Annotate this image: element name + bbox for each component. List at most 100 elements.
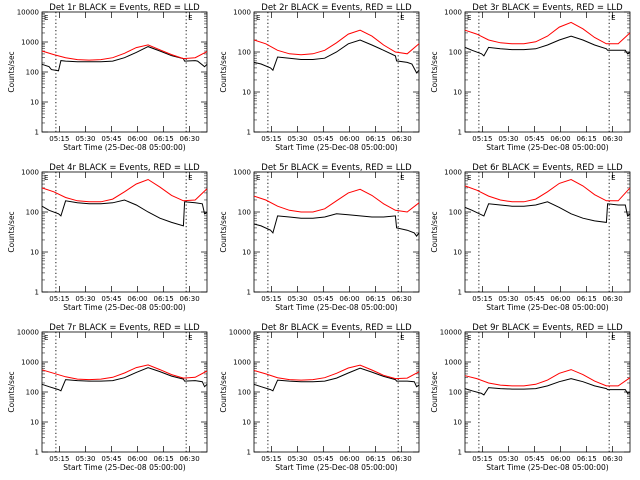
panel-title: Det 9r BLACK = Events, RED = LLD	[472, 323, 623, 333]
series-events	[253, 39, 420, 74]
corner-mark-left: E	[44, 14, 48, 22]
series-lld	[41, 178, 208, 203]
panel-det-5r: Det 5r BLACK = Events, RED = LLD 1 10 100 10…	[219, 163, 420, 312]
x-tick-label: 05:30	[287, 295, 307, 303]
panel-title: Det 5r BLACK = Events, RED = LLD	[261, 163, 412, 173]
corner-mark: E	[188, 174, 192, 182]
y-tick-label: 1	[458, 449, 462, 457]
plot-frame	[41, 331, 208, 453]
x-tick-label: 05:15	[261, 295, 281, 303]
corner-mark-left: E	[467, 334, 471, 342]
x-tick-label: 05:15	[261, 135, 281, 143]
corner-mark-left: E	[256, 334, 260, 342]
x-tick-label: 05:15	[261, 455, 281, 463]
y-tick-label: 10	[30, 99, 39, 107]
x-tick-label: 05:30	[498, 455, 518, 463]
panel-det-9r: Det 9r BLACK = Events, RED = LLD 1 10 100 10…	[430, 323, 631, 472]
x-tick-label: 06:15	[576, 455, 596, 463]
series-lld	[253, 364, 420, 381]
y-tick-label: 1	[247, 289, 251, 297]
y-tick-label: 1000	[444, 169, 462, 177]
series-lld	[41, 44, 208, 61]
y-tick-label: 1000	[233, 9, 251, 17]
series-events	[41, 367, 208, 392]
x-tick-label: 05:30	[498, 295, 518, 303]
x-tick-label: 06:30	[180, 135, 200, 143]
y-tick-label: 1	[35, 129, 39, 137]
y-tick-label: 10	[242, 419, 251, 427]
panel-det-7r: Det 7r BLACK = Events, RED = LLD 1 10 100 10…	[7, 323, 208, 472]
y-axis-label: Counts/sec	[430, 371, 439, 412]
y-axis-label: Counts/sec	[430, 51, 439, 92]
panel-det-8r: Det 8r BLACK = Events, RED = LLD 1 10 100 10…	[219, 323, 420, 472]
panel-title: Det 8r BLACK = Events, RED = LLD	[261, 323, 412, 333]
plot-frame	[253, 171, 420, 293]
x-tick-label: 05:30	[75, 455, 95, 463]
corner-mark: E	[611, 334, 615, 342]
x-axis-label: Start Time (25-Dec-08 05:00:00)	[486, 143, 608, 152]
y-tick-label: 100	[238, 209, 251, 217]
panel-det-6r: Det 6r BLACK = Events, RED = LLD 1 10 100 10…	[430, 163, 631, 312]
panel-det-1r: Det 1r BLACK = Events, RED = LLD 1 10 100 10…	[7, 3, 208, 152]
x-tick-label: 06:30	[392, 135, 412, 143]
x-tick-label: 06:30	[603, 455, 623, 463]
y-tick-label: 100	[449, 389, 462, 397]
x-tick-label: 05:45	[313, 295, 333, 303]
y-tick-label: 1	[35, 289, 39, 297]
y-axis-label: Counts/sec	[7, 211, 16, 252]
y-tick-label: 100	[238, 389, 251, 397]
y-tick-label: 100	[238, 49, 251, 57]
series-lld	[253, 29, 420, 56]
series-lld	[464, 369, 631, 387]
plot-frame	[41, 11, 208, 133]
x-tick-label: 06:00	[127, 135, 147, 143]
series-events	[464, 35, 631, 57]
x-tick-label: 05:30	[75, 295, 95, 303]
y-tick-label: 1	[458, 129, 462, 137]
x-axis-label: Start Time (25-Dec-08 05:00:00)	[275, 463, 397, 472]
x-tick-label: 05:45	[524, 455, 544, 463]
x-tick-label: 06:30	[603, 295, 623, 303]
plot-frame	[41, 171, 208, 293]
x-tick-label: 06:30	[392, 455, 412, 463]
panel-title: Det 7r BLACK = Events, RED = LLD	[49, 323, 200, 333]
panel-title: Det 4r BLACK = Events, RED = LLD	[49, 163, 200, 173]
y-tick-label: 100	[26, 69, 39, 77]
x-tick-label: 06:15	[576, 295, 596, 303]
y-tick-label: 1000	[233, 359, 251, 367]
y-tick-label: 10	[453, 89, 462, 97]
corner-mark: E	[400, 334, 404, 342]
plot-frame	[464, 171, 631, 293]
y-axis-label: Counts/sec	[7, 51, 16, 92]
y-tick-label: 10	[30, 249, 39, 257]
y-axis-label: Counts/sec	[219, 371, 228, 412]
series-lld	[253, 188, 420, 213]
x-tick-label: 05:45	[101, 455, 121, 463]
x-tick-label: 06:15	[576, 135, 596, 143]
panel-det-2r: Det 2r BLACK = Events, RED = LLD 1 10 100 10…	[219, 3, 420, 152]
x-tick-label: 06:30	[603, 135, 623, 143]
x-tick-label: 05:45	[313, 455, 333, 463]
x-tick-label: 05:15	[472, 135, 492, 143]
y-tick-label: 10000	[229, 329, 251, 337]
x-tick-label: 06:30	[392, 295, 412, 303]
y-axis-label: Counts/sec	[7, 371, 16, 412]
corner-mark: E	[400, 174, 404, 182]
corner-mark: E	[188, 14, 192, 22]
series-events	[464, 201, 631, 223]
y-tick-label: 100	[449, 209, 462, 217]
y-tick-label: 1000	[21, 39, 39, 47]
x-tick-label: 05:45	[101, 135, 121, 143]
x-tick-label: 06:15	[365, 455, 385, 463]
series-events	[253, 367, 420, 392]
x-axis-label: Start Time (25-Dec-08 05:00:00)	[275, 303, 397, 312]
series-events	[253, 213, 420, 237]
corner-mark-left: E	[256, 14, 260, 22]
y-tick-label: 10	[30, 419, 39, 427]
x-tick-label: 06:00	[127, 295, 147, 303]
x-tick-label: 06:30	[180, 455, 200, 463]
plot-frame	[464, 11, 631, 133]
y-tick-label: 100	[26, 209, 39, 217]
x-tick-label: 06:15	[365, 295, 385, 303]
